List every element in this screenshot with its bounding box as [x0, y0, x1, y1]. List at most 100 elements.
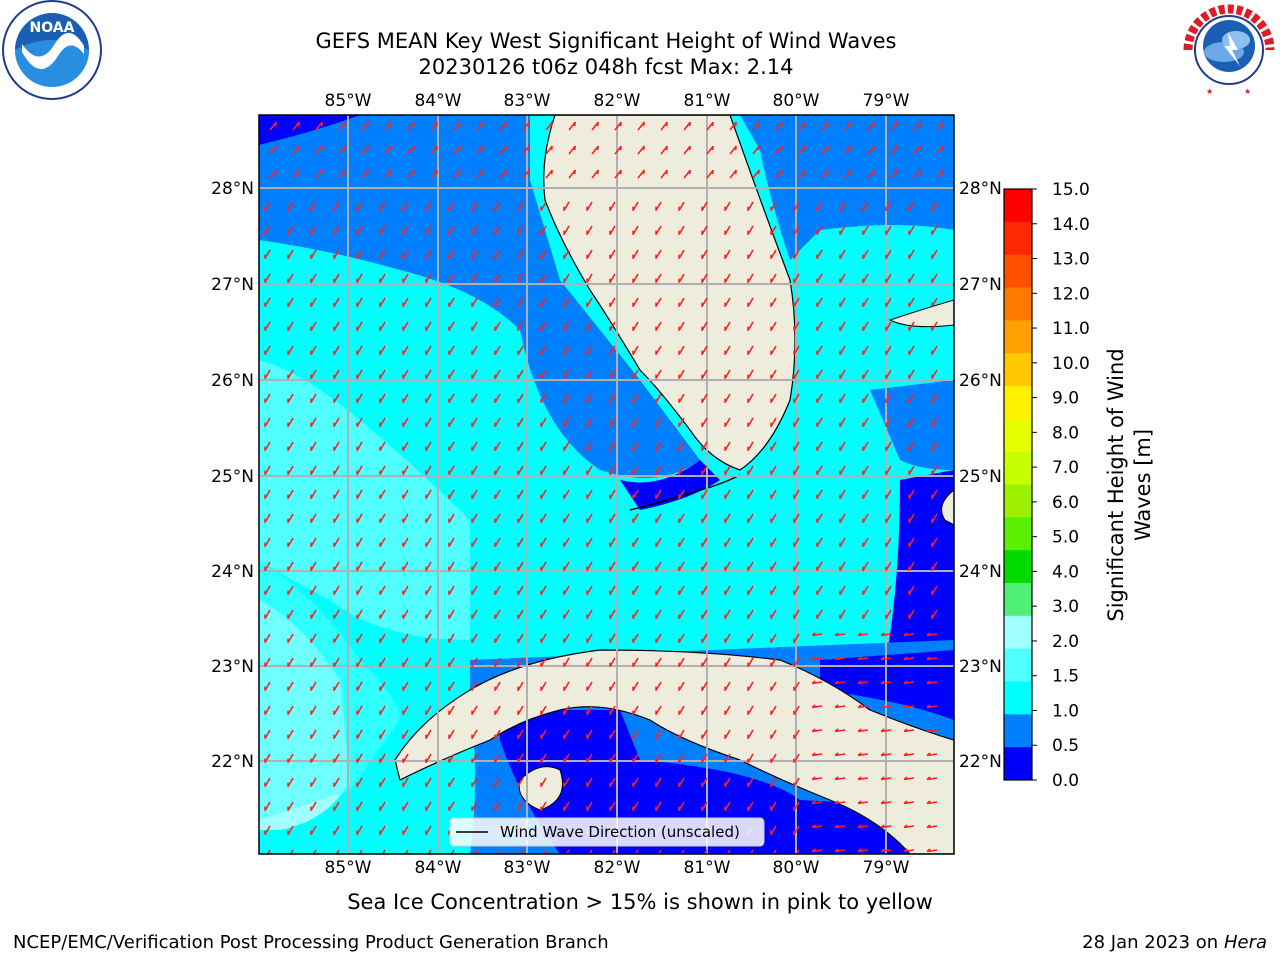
wind-wave-arrow [427, 849, 432, 854]
lon-label: 82°W [594, 91, 641, 111]
wind-wave-arrow [312, 849, 317, 854]
colorbar-tick-label: 5.0 [1052, 528, 1079, 548]
lat-labels-right: 28°N 27°N 26°N 25°N 24°N 23°N 22°N [959, 179, 1002, 772]
noaa-text: NOAA [30, 20, 75, 36]
lat-label: 22°N [211, 752, 254, 772]
svg-text:★: ★ [1244, 87, 1251, 96]
lon-label: 85°W [325, 858, 372, 878]
sea-ice-note: Sea Ice Concentration > 15% is shown in … [347, 890, 933, 914]
colorbar-segment [1004, 517, 1032, 551]
colorbar-segment [1004, 681, 1032, 715]
wind-wave-arrow [335, 849, 340, 854]
lat-label: 27°N [959, 275, 1002, 295]
colorbar-segment [1004, 254, 1032, 288]
colorbar-segment [1004, 287, 1032, 321]
chart-title: GEFS MEAN Key West Significant Height of… [315, 29, 897, 53]
colorbar-tick-label: 9.0 [1052, 389, 1079, 409]
lat-labels-left: 28°N 27°N 26°N 25°N 24°N 23°N 22°N [211, 179, 254, 772]
lat-label: 28°N [211, 179, 254, 199]
colorbar-segment [1004, 615, 1032, 650]
colorbar-tick-label: 4.0 [1052, 562, 1079, 582]
lat-label: 28°N [959, 179, 1002, 199]
lon-label: 83°W [504, 858, 551, 878]
colorbar-ticks: 15.0 14.0 13.0 12.0 11.0 10.0 9.0 8.0 7.0 6.0 5.0 4… [1032, 180, 1090, 791]
colorbar-segment [1004, 484, 1032, 518]
wave-zone-0.0-north [259, 115, 360, 145]
lon-label: 81°W [684, 91, 731, 111]
colorbar-tick-label: 7.0 [1052, 458, 1079, 478]
lon-labels-bottom: 85°W 84°W 83°W 82°W 81°W 80°W 79°W [325, 858, 910, 878]
map-legend: Wind Wave Direction (unscaled) [449, 817, 765, 847]
colorbar-segment [1004, 648, 1032, 682]
map-gridlines [259, 115, 954, 854]
lon-label: 81°W [684, 858, 731, 878]
wind-wave-arrow [680, 849, 685, 854]
colorbar-segment [1004, 747, 1032, 781]
colorbar-tick-label: 2.0 [1052, 632, 1079, 652]
colorbar-label-line1: Significant Height of Wind [1104, 348, 1128, 621]
colorbar-segment [1004, 714, 1032, 748]
lon-label: 82°W [594, 858, 641, 878]
lat-label: 25°N [959, 467, 1002, 487]
wind-wave-arrow [634, 849, 639, 854]
florida-keys [629, 474, 741, 511]
colorbar-segment [1004, 221, 1032, 256]
wind-wave-arrow [358, 849, 363, 854]
wind-wave-arrow [611, 849, 616, 854]
map-frame [258, 114, 955, 855]
date-text: 28 Jan 2023 on [1082, 932, 1224, 953]
wind-wave-arrow [381, 849, 386, 854]
lat-label: 24°N [959, 562, 1002, 582]
wind-wave-arrow [473, 849, 478, 854]
lat-label: 27°N [211, 275, 254, 295]
lon-label: 84°W [415, 91, 462, 111]
colorbar-label-line2: Waves [m] [1131, 429, 1155, 541]
wind-wave-arrow [289, 849, 294, 854]
lon-label: 85°W [325, 91, 372, 111]
colorbar-segment [1004, 550, 1032, 584]
colorbar-segment [1004, 189, 1032, 223]
lon-labels-top: 85°W 84°W 83°W 82°W 81°W 80°W 79°W [325, 91, 910, 111]
svg-text:★: ★ [1206, 87, 1213, 96]
lon-label: 79°W [863, 858, 910, 878]
lat-label: 22°N [959, 752, 1002, 772]
colorbar-segment [1004, 320, 1032, 354]
colorbar-tick-label: 15.0 [1052, 180, 1090, 200]
wind-wave-arrow [404, 849, 409, 854]
producer-credit: NCEP/EMC/Verification Post Processing Pr… [13, 932, 609, 953]
wave-zone-0.5-north [259, 115, 700, 478]
colorbar-segment [1004, 418, 1032, 453]
colorbar-tick-label: 10.0 [1052, 354, 1090, 374]
map-area [259, 115, 954, 854]
colorbar-tick-label: 11.0 [1052, 319, 1090, 339]
wind-wave-arrow [749, 849, 754, 854]
colorbar-segment [1004, 386, 1032, 420]
lat-label: 26°N [211, 371, 254, 391]
lat-label: 25°N [211, 467, 254, 487]
lon-label: 80°W [773, 858, 820, 878]
colorbar-segment [1004, 353, 1032, 387]
lon-label: 84°W [415, 858, 462, 878]
colorbar-segment [1004, 451, 1032, 485]
wind-wave-arrow [450, 849, 455, 854]
chart-subtitle: 20230126 t06z 048h fcst Max: 2.14 [418, 55, 794, 79]
wind-wave-arrow [703, 849, 708, 854]
isla-juventud [518, 766, 563, 811]
machine-name: Hera [1223, 932, 1267, 953]
lon-label: 80°W [773, 91, 820, 111]
colorbar-tick-label: 6.0 [1052, 493, 1079, 513]
florida-land [543, 115, 796, 471]
legend-label: Wind Wave Direction (unscaled) [500, 823, 740, 841]
colorbar-tick-label: 0.5 [1052, 736, 1079, 756]
wind-wave-arrow [542, 849, 547, 854]
colorbar-tick-label: 1.5 [1052, 667, 1079, 687]
wind-wave-arrow [496, 849, 501, 854]
nws-logo: ★ ★ [1181, 2, 1277, 98]
wind-wave-arrow [588, 849, 593, 854]
noaa-logo: NOAA [2, 0, 102, 100]
lon-label: 79°W [863, 91, 910, 111]
lat-label: 26°N [959, 371, 1002, 391]
wind-wave-arrow [657, 849, 662, 854]
wind-wave-arrow [519, 849, 524, 854]
